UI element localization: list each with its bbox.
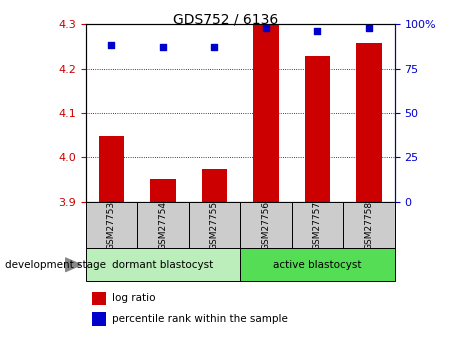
Bar: [304, 56, 330, 202]
Bar: [356, 43, 382, 202]
Bar: [253, 25, 279, 202]
Bar: [292, 202, 343, 248]
Bar: [150, 179, 176, 202]
Text: GSM27757: GSM27757: [313, 200, 322, 250]
Text: active blastocyst: active blastocyst: [273, 260, 362, 270]
Text: percentile rank within the sample: percentile rank within the sample: [112, 314, 288, 324]
Point: [262, 25, 270, 30]
Bar: [202, 169, 227, 202]
Point: [365, 25, 373, 30]
Point: [314, 29, 321, 34]
Bar: [99, 136, 124, 202]
Bar: [343, 202, 395, 248]
Bar: [189, 202, 240, 248]
Text: log ratio: log ratio: [112, 294, 156, 304]
Text: dormant blastocyst: dormant blastocyst: [112, 260, 214, 270]
Bar: [240, 248, 395, 281]
Text: GDS752 / 6136: GDS752 / 6136: [173, 12, 278, 26]
Bar: [86, 248, 240, 281]
Bar: [92, 292, 106, 305]
Point: [211, 45, 218, 50]
Text: development stage: development stage: [5, 260, 106, 270]
Point: [159, 45, 166, 50]
Bar: [92, 312, 106, 326]
Point: [108, 43, 115, 48]
Text: GSM27753: GSM27753: [107, 200, 116, 250]
Bar: [86, 202, 137, 248]
Text: GSM27756: GSM27756: [262, 200, 271, 250]
Bar: [240, 202, 292, 248]
Bar: [137, 202, 189, 248]
Text: GSM27755: GSM27755: [210, 200, 219, 250]
Text: GSM27758: GSM27758: [364, 200, 373, 250]
Text: GSM27754: GSM27754: [158, 200, 167, 250]
Polygon shape: [65, 258, 81, 272]
